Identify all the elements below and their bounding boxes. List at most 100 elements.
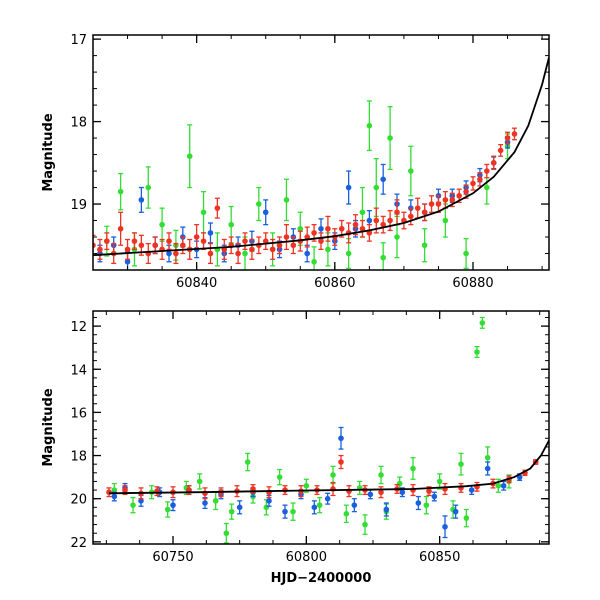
data-point — [366, 122, 373, 129]
data-point — [479, 320, 486, 326]
data-point — [431, 493, 438, 500]
data-point — [394, 234, 400, 240]
data-point — [283, 234, 290, 240]
data-point — [228, 508, 235, 515]
data-point — [415, 500, 422, 506]
data-point — [421, 209, 428, 216]
data-point — [122, 487, 128, 493]
data-point — [380, 176, 386, 183]
data-point — [212, 498, 219, 504]
data-point — [345, 250, 352, 257]
data-point — [325, 246, 331, 253]
data-point — [104, 238, 110, 244]
data-point — [138, 197, 145, 203]
y-tick-label: 20 — [70, 493, 87, 508]
data-point — [477, 176, 483, 183]
data-point — [242, 238, 248, 244]
y-tick-label: 12 — [70, 320, 87, 335]
data-point — [316, 502, 323, 508]
data-point — [378, 489, 384, 496]
data-point — [200, 209, 207, 216]
data-point — [244, 459, 251, 465]
series-red — [93, 127, 518, 265]
data-point — [269, 246, 276, 253]
data-point — [106, 489, 112, 496]
data-point — [396, 480, 403, 487]
data-point — [297, 225, 304, 232]
data-point — [131, 238, 138, 244]
x-axis-title: HJD−2400000 — [271, 571, 372, 586]
data-point — [359, 225, 366, 232]
data-point — [311, 504, 318, 511]
data-point — [414, 205, 421, 211]
data-point — [423, 502, 430, 508]
data-point — [138, 242, 145, 249]
data-point — [283, 197, 290, 203]
data-point — [463, 250, 469, 257]
data-point — [484, 465, 491, 472]
data-point — [324, 495, 331, 502]
data-point — [303, 482, 310, 489]
data-point — [383, 506, 390, 513]
data-point — [343, 510, 350, 517]
data-point — [262, 238, 269, 244]
data-point — [387, 135, 393, 141]
data-point — [138, 498, 144, 504]
ticks: 60840 60860 60880 17 18 19 — [70, 33, 549, 291]
data-point — [318, 225, 324, 232]
y-axis-title: Magnitude — [41, 388, 56, 467]
data-point — [484, 184, 490, 191]
data-point — [352, 221, 359, 228]
data-point — [250, 486, 256, 492]
data-point — [111, 493, 118, 500]
data-point — [164, 506, 171, 513]
data-point — [408, 168, 414, 174]
data-point — [380, 254, 386, 261]
axes-frame — [92, 34, 550, 271]
data-point — [111, 487, 118, 493]
data-point — [474, 349, 480, 355]
data-point — [338, 459, 344, 465]
data-point — [373, 184, 380, 191]
data-point — [193, 234, 200, 240]
y-tick-label: 17 — [70, 33, 87, 48]
plot-area — [93, 57, 549, 270]
data-point — [97, 246, 103, 253]
data-point — [442, 217, 449, 224]
bottom-panel: 60750 60800 60850 12 14 16 18 20 22 Magnitude HJD−… — [41, 310, 550, 586]
y-tick-label: 18 — [70, 116, 87, 131]
data-point — [170, 502, 176, 508]
data-point — [180, 242, 186, 249]
data-point — [442, 197, 449, 203]
data-point — [124, 246, 131, 253]
data-point — [117, 225, 124, 232]
data-point — [152, 242, 158, 249]
data-point — [256, 201, 262, 207]
data-point — [452, 508, 459, 515]
y-tick-label: 16 — [70, 406, 87, 421]
data-point — [282, 508, 288, 515]
y-tick-label: 22 — [70, 536, 87, 551]
data-point — [470, 180, 476, 187]
data-point — [442, 523, 448, 530]
data-point — [223, 530, 230, 537]
data-point — [262, 209, 269, 216]
data-point — [500, 482, 507, 489]
data-point — [458, 461, 464, 467]
series-green — [111, 316, 512, 544]
data-point — [207, 230, 214, 236]
y-tick-label: 19 — [70, 198, 87, 213]
data-point — [484, 454, 491, 461]
data-point — [410, 465, 416, 472]
data-point — [345, 184, 352, 191]
data-point — [145, 184, 152, 191]
data-point — [249, 246, 255, 253]
data-point — [495, 482, 502, 489]
y-tick-label: 18 — [70, 450, 87, 465]
data-point — [236, 504, 243, 511]
top-panel: 60840 60860 60880 17 18 19 Magnitude — [41, 33, 550, 291]
data-point — [373, 217, 380, 224]
data-point — [449, 197, 456, 203]
data-point — [428, 201, 435, 207]
data-point — [504, 135, 511, 141]
